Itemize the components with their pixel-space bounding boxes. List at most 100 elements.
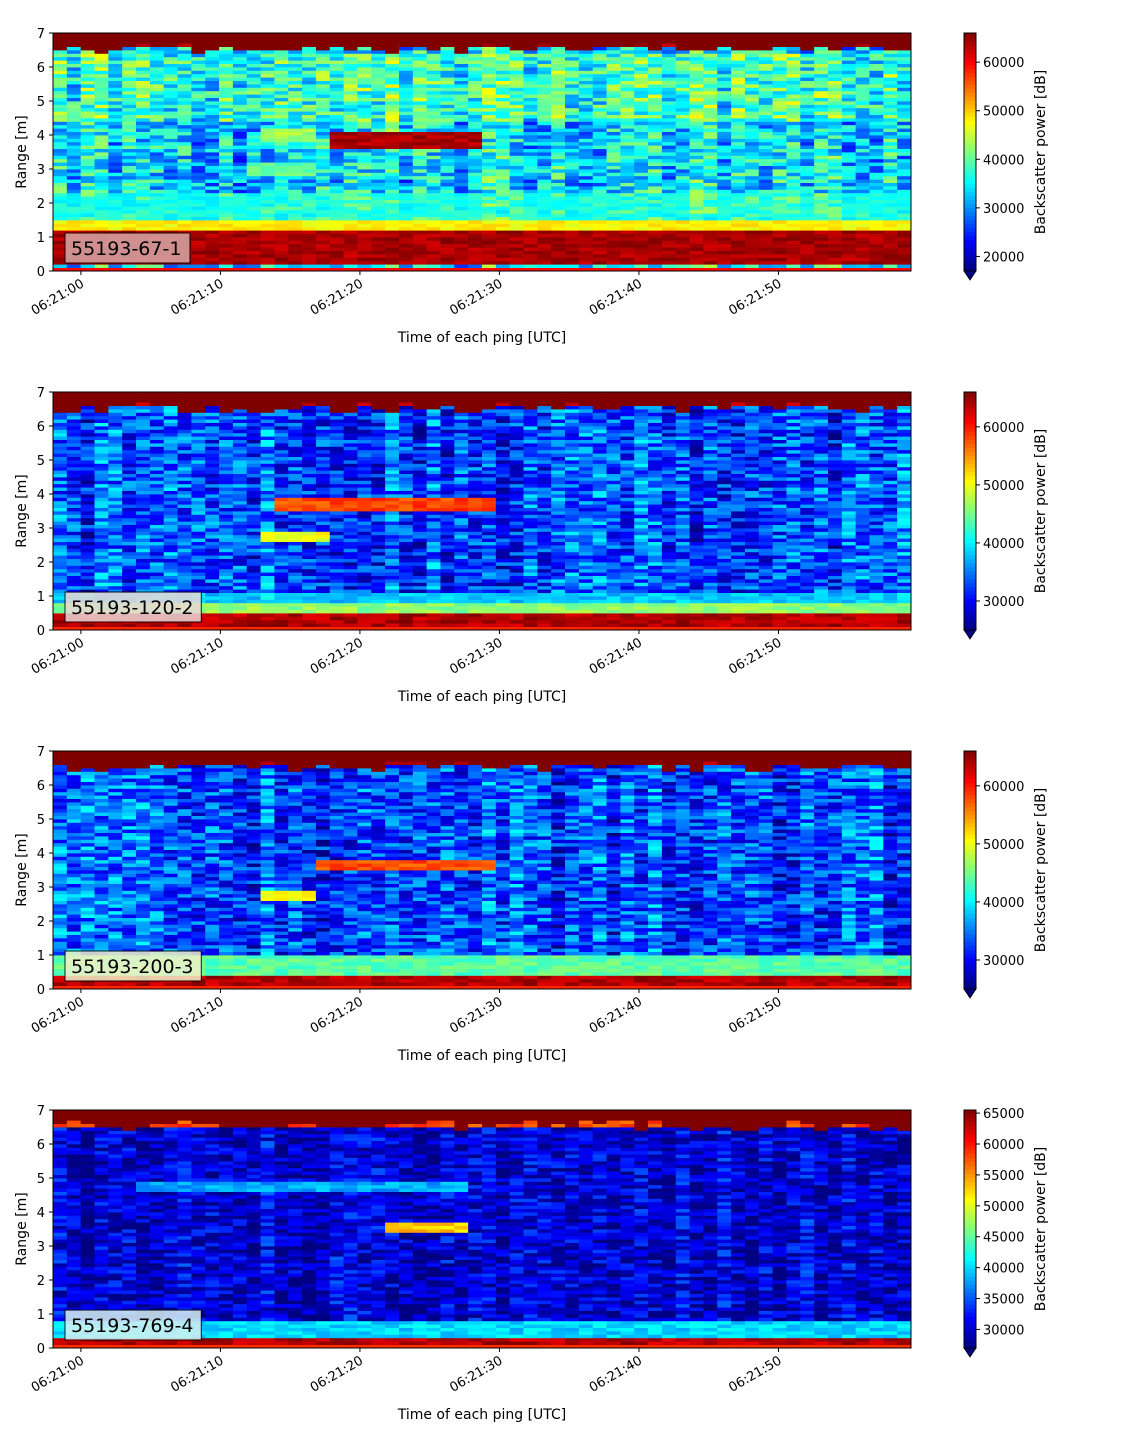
heatmap-cell: [883, 243, 898, 248]
heatmap-cell: [855, 192, 870, 197]
heatmap-cell: [274, 131, 289, 136]
heatmap-cell: [578, 240, 594, 245]
heatmap-cell: [620, 73, 635, 78]
heatmap-cell: [827, 223, 843, 228]
colorbar-segment: [964, 40, 976, 46]
heatmap-cell: [841, 94, 857, 98]
heatmap-cell: [689, 60, 704, 64]
heatmap-cell: [758, 128, 774, 132]
heatmap-cell: [675, 50, 690, 54]
heatmap-cell: [108, 56, 123, 61]
heatmap-cell: [827, 165, 843, 170]
heatmap-cell: [80, 94, 95, 98]
heatmap-cell: [578, 233, 594, 238]
heatmap-cell: [744, 138, 760, 143]
heatmap-cell: [758, 90, 774, 95]
heatmap-cell: [219, 148, 234, 153]
heatmap-cell: [315, 87, 331, 92]
heatmap-cell: [592, 254, 607, 258]
heatmap-cell: [80, 220, 95, 224]
heatmap-cell: [468, 175, 483, 180]
heatmap-cell: [136, 138, 151, 143]
heatmap-cell: [288, 206, 303, 211]
heatmap-cell: [855, 172, 870, 177]
heatmap-cell: [149, 80, 165, 85]
heatmap-cell: [53, 507, 68, 512]
heatmap-cell: [371, 267, 386, 272]
heatmap-cell: [814, 63, 829, 68]
heatmap-cell: [94, 558, 109, 563]
heatmap-cell: [744, 220, 760, 224]
heatmap-cell: [136, 565, 151, 570]
heatmap-cell: [454, 169, 469, 173]
heatmap-cell: [122, 473, 137, 478]
heatmap-cell: [205, 94, 220, 98]
heatmap-cell: [232, 233, 248, 238]
heatmap-cell: [66, 46, 82, 51]
heatmap-cell: [744, 189, 760, 194]
heatmap-cell: [800, 128, 815, 132]
heatmap-cell: [357, 131, 372, 136]
heatmap-cell: [897, 118, 912, 122]
heatmap-cell: [841, 36, 857, 41]
heatmap-cell: [136, 585, 151, 590]
plot-frame: [52, 32, 912, 272]
heatmap-cell: [232, 216, 248, 221]
heatmap-cell: [343, 243, 358, 248]
heatmap-cell: [398, 118, 414, 122]
heatmap-cell: [108, 179, 123, 183]
heatmap-cell: [606, 169, 621, 173]
heatmap-cell: [53, 585, 68, 590]
heatmap-cell: [177, 230, 192, 234]
heatmap-cell: [841, 111, 857, 115]
heatmap-cell: [274, 53, 289, 58]
heatmap-cell: [731, 247, 746, 251]
heatmap-cell: [814, 50, 829, 54]
heatmap-cell: [136, 623, 151, 627]
heatmap-cell: [149, 453, 165, 457]
heatmap-cell: [509, 172, 524, 177]
heatmap-cell: [578, 90, 594, 95]
heatmap-cell: [482, 169, 497, 173]
heatmap-cell: [232, 220, 248, 224]
heatmap-cell: [606, 155, 621, 160]
heatmap-cell: [703, 97, 718, 102]
heatmap-cell: [94, 517, 109, 522]
heatmap-cell: [232, 162, 248, 166]
heatmap-cell: [385, 135, 400, 139]
heatmap-cell: [412, 199, 428, 204]
heatmap-cell: [94, 118, 109, 122]
heatmap-cell: [385, 264, 400, 268]
heatmap-cell: [454, 46, 469, 51]
heatmap-cell: [578, 43, 594, 47]
heatmap-cell: [80, 209, 95, 214]
heatmap-cell: [855, 50, 870, 54]
heatmap-cell: [758, 107, 774, 112]
heatmap-cell: [80, 466, 95, 471]
heatmap-cell: [108, 490, 123, 495]
colorbar-segment: [964, 144, 976, 149]
heatmap-cell: [426, 87, 441, 92]
heatmap-cell: [869, 267, 884, 272]
heatmap-cell: [620, 90, 635, 95]
heatmap-cell: [606, 60, 621, 64]
heatmap-cell: [219, 56, 234, 61]
heatmap-cell: [648, 101, 663, 105]
heatmap-cell: [108, 77, 123, 81]
heatmap-cell: [371, 121, 386, 126]
heatmap-cell: [288, 121, 303, 126]
heatmap-cell: [841, 70, 857, 75]
heatmap-cell: [329, 220, 345, 224]
heatmap-cell: [495, 77, 511, 81]
heatmap-cell: [260, 141, 275, 146]
heatmap-cell: [855, 223, 870, 228]
heatmap-cell: [537, 80, 552, 85]
heatmap-cell: [191, 84, 206, 88]
heatmap-cell: [53, 504, 68, 508]
heatmap-cell: [80, 162, 95, 166]
x-tick-label: 06:21:00: [29, 276, 87, 318]
heatmap-cell: [412, 107, 428, 112]
heatmap-cell: [66, 487, 82, 491]
heatmap-cell: [343, 39, 358, 44]
heatmap-cell: [620, 233, 635, 238]
